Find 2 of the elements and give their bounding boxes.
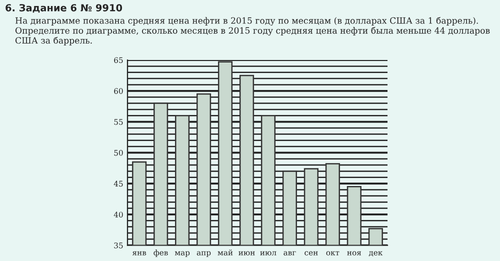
chart-title: 6. Задание 6 № 9910 — [6, 4, 122, 13]
chart-subtitle: На диаграмме показана средняя цена нефти в 2015 году по месяцам (в долларах США за 1 баррель). Определите по диаграмме, сколько месяцев в 2015 году средняя цена нефти была меньше 44 долларов США за баррель. — [15, 16, 490, 46]
